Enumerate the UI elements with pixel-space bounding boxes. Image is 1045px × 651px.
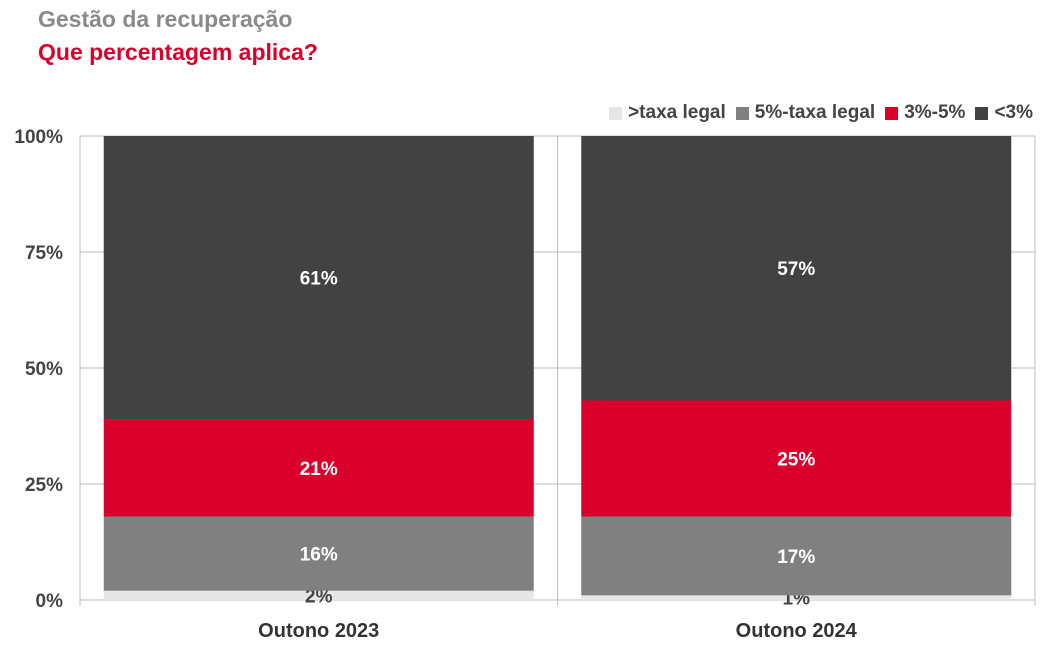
bar-segment [103, 590, 534, 600]
data-label: 21% [300, 459, 338, 480]
bar-segment [103, 419, 534, 517]
data-label: 16% [300, 545, 338, 566]
bar-segment [581, 136, 1012, 401]
legend-swatch [609, 106, 623, 120]
legend-swatch [885, 106, 899, 120]
data-label: 61% [300, 269, 338, 290]
data-label: 2% [305, 586, 333, 607]
legend-item-above-legal-rate: >taxa legal [609, 102, 726, 124]
data-label: 25% [777, 449, 815, 470]
legend-label: 5%-taxa legal [754, 102, 876, 123]
legend-swatch [975, 106, 989, 120]
legend-item-3-5pct: 3%-5% [885, 102, 965, 124]
legend-label: >taxa legal [628, 102, 726, 123]
legend-swatch [735, 106, 749, 120]
bar-segment [103, 136, 534, 420]
y-tick-label: 75% [25, 243, 63, 264]
bar-segment [581, 595, 1012, 600]
legend-item-5pct-legal-rate: 5%-taxa legal [735, 102, 876, 124]
legend-item-below-3pct: <3% [975, 102, 1033, 124]
data-label: 17% [777, 547, 815, 568]
bar-segment [103, 516, 534, 591]
legend-label: <3% [994, 102, 1033, 123]
chart-title: Gestão da recuperação [38, 6, 293, 32]
x-tick-label: Outono 2024 [736, 620, 858, 642]
y-tick-label: 50% [25, 359, 63, 380]
bar-segment [581, 400, 1012, 517]
chart-legend: >taxa legal 5%-taxa legal 3%-5% <3% [609, 102, 1033, 124]
y-tick-label: 25% [25, 475, 63, 496]
chart-subtitle: Que percentagem aplica? [38, 39, 318, 65]
bar-segment [581, 516, 1012, 596]
y-tick-label: 100% [14, 127, 63, 148]
x-tick-label: Outono 2023 [258, 620, 379, 642]
y-tick-label: 0% [36, 591, 64, 612]
data-label: 57% [777, 259, 815, 280]
legend-label: 3%-5% [904, 102, 966, 123]
